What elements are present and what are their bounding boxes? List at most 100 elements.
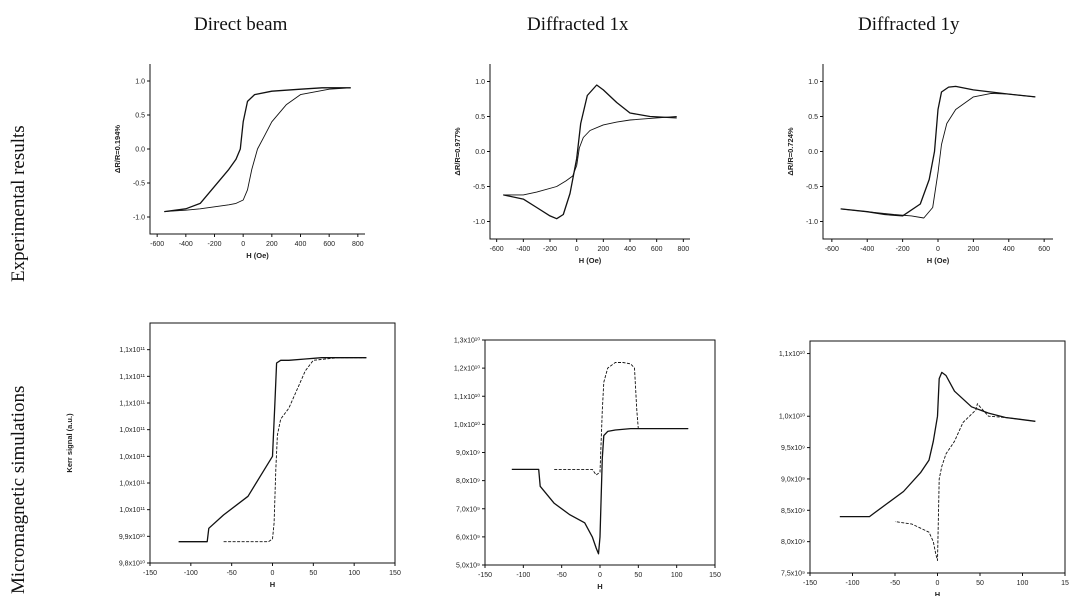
chart-sim-1x-ytick-label: 1,0x10¹⁰	[454, 421, 480, 429]
chart-exp-direct-xtick-label: 600	[323, 241, 335, 248]
chart-sim-direct-series-0-line	[178, 357, 367, 543]
chart-sim-direct-beam: -150 -100 -50 0 50 100 150 1,1x10¹¹ 1,1x10¹¹ 1,1x…	[65, 322, 401, 589]
column-title-direct-beam: Direct beam	[194, 14, 288, 35]
chart-sim-1x-xtick-label: 100	[671, 572, 683, 579]
chart-exp-1y-xtick-label: 200	[968, 246, 980, 253]
chart-exp-1y-xtick-label: -200	[896, 246, 910, 253]
chart-sim-diffracted-1y: -150 -100 -50 0 50 100 15 1,1x10¹⁰ 1,0x10¹⁰ 9,5x1…	[779, 340, 1069, 596]
chart-sim-1x-series-0-line	[511, 427, 689, 555]
chart-sim-direct-series-1-line	[223, 357, 367, 543]
chart-exp-direct-xtick-label: 0	[241, 241, 245, 248]
chart-sim-1x-xtick-label: -100	[516, 572, 530, 579]
chart-exp-direct-ytick-label: -1.0	[133, 215, 145, 222]
chart-exp-1x-series-0-line	[503, 84, 677, 220]
chart-sim-1x-ytick-label: 7,0x10⁹	[456, 506, 480, 513]
chart-sim-1x-series-1-line	[554, 362, 689, 476]
chart-sim-1y-ytick-label: 8,5x10⁹	[781, 508, 805, 515]
chart-exp-1x-xtick-label: -400	[516, 246, 530, 253]
chart-exp-1x-xtick-label: 200	[597, 246, 609, 253]
chart-sim-1y-ytick-label: 9,5x10⁹	[781, 445, 805, 452]
chart-exp-1y-ytick-label: -0.5	[806, 184, 818, 191]
chart-exp-1y-axes	[822, 64, 1053, 240]
chart-sim-1x-ytick-label: 5,0x10⁹	[456, 563, 480, 570]
chart-sim-1y-series-0-line	[839, 371, 1036, 518]
row-label-simulations: Micromagnetic simulations	[8, 385, 29, 594]
chart-exp-direct-ytick-label: 1.0	[135, 79, 145, 86]
row-label-experimental: Experimental results	[8, 125, 29, 282]
chart-exp-1x-ytick-label: -1.0	[473, 219, 485, 226]
chart-exp-1y-series-0-line	[840, 85, 1036, 217]
chart-sim-1y-frame	[809, 340, 1066, 574]
chart-sim-1y-xlabel: H	[935, 590, 940, 596]
chart-exp-1x-ytick-label: 0.5	[475, 114, 485, 121]
chart-exp-1y-ytick-label: -1.0	[806, 219, 818, 226]
chart-sim-direct-xtick-label: 0	[271, 570, 275, 577]
chart-sim-direct-ytick-label: 1,1x10¹¹	[119, 401, 145, 408]
chart-exp-direct-xtick-label: 400	[295, 241, 307, 248]
chart-exp-1y-ytick-label: 1.0	[808, 79, 818, 86]
chart-exp-1x-xtick-label: 800	[677, 246, 689, 253]
chart-sim-1y-xtick-label: -150	[803, 580, 817, 587]
chart-sim-direct-ytick-label: 1,1x10¹¹	[119, 374, 145, 381]
chart-exp-direct-ylabel: ΔR/R=0.194%	[113, 125, 122, 173]
chart-exp-1y-xtick-label: 600	[1038, 246, 1050, 253]
chart-exp-1x-xtick-label: 400	[624, 246, 636, 253]
chart-sim-direct-ytick-label: 9,9x10¹⁰	[119, 533, 145, 541]
chart-exp-1x-ylabel: ΔR/R=0.977%	[453, 127, 462, 175]
chart-exp-1y-series-1-line	[840, 92, 1036, 219]
chart-sim-direct-ytick-label: 1,0x10¹¹	[119, 507, 145, 514]
chart-exp-1y-xtick-label: -600	[825, 246, 839, 253]
chart-sim-direct-ytick-label: 1,0x10¹¹	[119, 481, 145, 488]
column-title-diffracted-1y: Diffracted 1y	[858, 14, 960, 35]
chart-sim-1y-xtick-label: 0	[936, 580, 940, 587]
chart-sim-direct-ytick-label: 1,1x10¹¹	[119, 347, 145, 354]
chart-exp-direct-xtick-label: 200	[266, 241, 278, 248]
chart-exp-1y-xlabel: H (Oe)	[927, 256, 950, 265]
chart-exp-1x-ytick-label: 0.0	[475, 149, 485, 156]
chart-exp-direct-xtick-label: -400	[179, 241, 193, 248]
chart-sim-1x-ytick-label: 1,1x10¹⁰	[454, 393, 480, 401]
chart-sim-direct-xtick-label: 50	[309, 570, 317, 577]
chart-exp-direct-ytick-label: -0.5	[133, 181, 145, 188]
chart-sim-1x-xtick-label: -150	[478, 572, 492, 579]
chart-sim-1y-ytick-label: 1,0x10¹⁰	[779, 413, 805, 421]
chart-sim-1y-xtick-label: -100	[845, 580, 859, 587]
chart-sim-1y-ytick-label: 1,1x10¹⁰	[779, 350, 805, 358]
chart-exp-1x-xtick-label: -200	[543, 246, 557, 253]
chart-sim-1y-xtick-label: 100	[1017, 580, 1029, 587]
chart-exp-1x-axes	[489, 64, 690, 240]
chart-sim-1x-ytick-label: 8,0x10⁹	[456, 478, 480, 485]
chart-exp-1x-series-1-line	[503, 116, 677, 196]
chart-sim-direct-xtick-label: 100	[348, 570, 360, 577]
chart-sim-1y-series-1-line	[894, 403, 1036, 561]
chart-sim-1y-xtick-label: 15	[1061, 580, 1069, 587]
chart-exp-1x-xtick-label: -600	[490, 246, 504, 253]
chart-sim-direct-xlabel: H	[270, 580, 275, 589]
chart-exp-1x-ytick-label: -0.5	[473, 184, 485, 191]
chart-exp-1y-xtick-label: 0	[936, 246, 940, 253]
chart-sim-1x-xtick-label: 150	[709, 572, 721, 579]
chart-exp-diffracted-1y: -600 -400 -200 0 200 400 600 1.0 0.5 0.0 -0.5 -1.0 H…	[786, 64, 1053, 265]
chart-exp-direct-xtick-label: -600	[150, 241, 164, 248]
column-title-diffracted-1x: Diffracted 1x	[527, 14, 629, 35]
chart-exp-1y-xtick-label: 400	[1003, 246, 1015, 253]
chart-sim-direct-xtick-label: -100	[184, 570, 198, 577]
chart-sim-1x-xtick-label: -50	[557, 572, 567, 579]
chart-sim-1x-xtick-label: 50	[634, 572, 642, 579]
chart-sim-direct-xtick-label: -150	[143, 570, 157, 577]
chart-exp-direct-series-0-line	[164, 87, 351, 213]
chart-exp-1y-ytick-label: 0.5	[808, 114, 818, 121]
chart-sim-direct-xtick-label: -50	[227, 570, 237, 577]
chart-sim-1x-xtick-label: 0	[598, 572, 602, 579]
chart-sim-direct-ylabel: Kerr signal (a.u.)	[65, 413, 74, 473]
chart-sim-direct-xtick-label: 150	[389, 570, 401, 577]
chart-exp-1x-xlabel: H (Oe)	[579, 256, 602, 265]
chart-sim-1x-ytick-label: 1,2x10¹⁰	[454, 365, 480, 373]
chart-exp-1y-ytick-label: 0.0	[808, 149, 818, 156]
chart-exp-direct-ytick-label: 0.0	[135, 147, 145, 154]
chart-exp-direct-xtick-label: -200	[207, 241, 221, 248]
chart-sim-1y-ytick-label: 8,0x10⁹	[781, 539, 805, 546]
chart-exp-diffracted-1x: -600 -400 -200 0 200 400 600 800 1.0 0.5 0.0 -0.5 -1…	[453, 64, 690, 265]
chart-exp-direct-xlabel: H (Oe)	[246, 251, 269, 260]
chart-sim-1y-ytick-label: 7,5x10⁹	[781, 571, 805, 578]
